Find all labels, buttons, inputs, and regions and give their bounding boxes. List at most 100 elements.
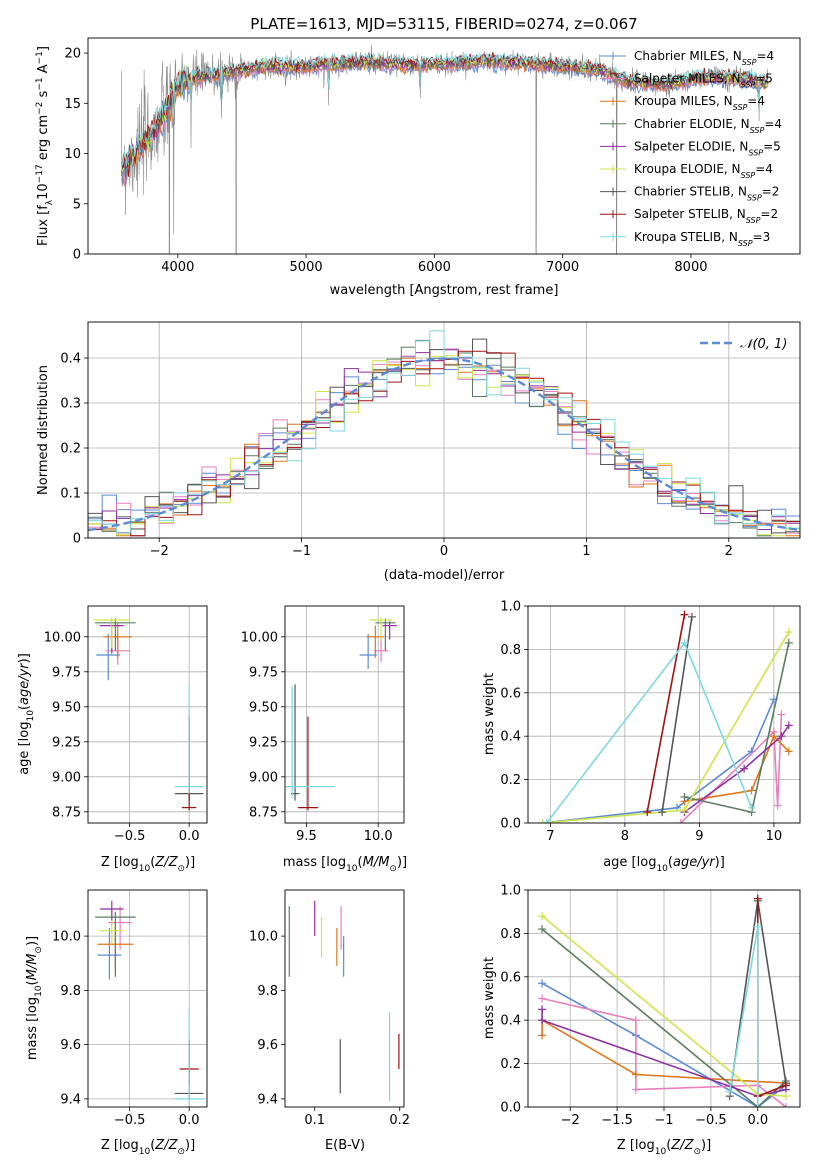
spectrum-y-label-part: A — [36, 64, 51, 77]
x-tick-label: 8 — [621, 829, 629, 844]
legend-label: Chabrier ELODIE, NSSP=4 — [634, 117, 782, 135]
mass-weight-vs-metallicity-plot — [538, 894, 790, 1107]
mass-weight-vs-metallicity-axes: −2 −1.5 −1 −0.5 0.0 0.0 0.2 0.4 0.6 0.8 1.0 — [500, 884, 800, 1128]
weight-line-chabrier-miles — [542, 698, 775, 823]
x-tick-label: 9 — [695, 829, 703, 844]
spectrum-y-label: Flux [fλ10−17 erg cm−2 s−1 A−1] — [35, 46, 55, 246]
figure-title: PLATE=1613, MJD=53115, FIBERID=0274, z=0… — [250, 15, 637, 33]
y-tick-label: 5 — [73, 197, 81, 212]
y-tick-label: 0.3 — [60, 397, 81, 412]
weight-line-salpeter-stelib — [646, 614, 686, 813]
mass-weight-vs-age-plot — [538, 610, 793, 823]
x-tick-label: 0.0 — [179, 829, 200, 844]
histogram-legend: 𝒩(0, 1) — [700, 337, 787, 352]
spectrum-x-label: wavelength [Angstrom, rest frame] — [330, 283, 559, 298]
x-tick-label: 0.2 — [389, 1113, 410, 1128]
age-vs-metallicity-x-label-part: 10 — [139, 864, 151, 874]
legend-label-main: Salpeter ELODIE, N — [634, 139, 748, 153]
age-vs-metallicity-x-label-part: Z [log — [101, 855, 139, 870]
x-tick-label: 10 — [766, 829, 783, 844]
mass-vs-ebv-x-label: E(B-V) — [325, 1138, 365, 1153]
y-tick-label: 9.4 — [60, 1092, 81, 1107]
age-vs-metallicity-y-label-part: 10 — [26, 710, 36, 722]
age-vs-metallicity-frame — [87, 605, 208, 824]
legend-label: 𝒩(0, 1) — [740, 337, 787, 352]
spectrum-y-label-part: −17 — [35, 164, 45, 183]
spectrum-y-label-part: ] — [36, 46, 51, 51]
legend-label-main: Salpeter STELIB, N — [634, 207, 746, 221]
mass-vs-metallicity-x-label-part: Z/Z — [154, 1138, 178, 1153]
y-tick-label: 0.4 — [60, 352, 81, 367]
mass-vs-metallicity-y-label-part: ⊙ — [34, 946, 44, 954]
x-tick-label: −1 — [654, 1113, 673, 1128]
age-vs-metallicity-x-label: Z [log10(Z/Z⊙)] — [101, 855, 195, 874]
y-tick-label: 9.50 — [52, 700, 81, 715]
y-tick-label: 0.6 — [500, 970, 521, 985]
x-tick-label: 2 — [725, 544, 733, 559]
y-tick-label: 9.75 — [52, 665, 81, 680]
y-tick-label: 9.75 — [249, 665, 278, 680]
y-tick-label: 0.0 — [500, 1101, 521, 1116]
legend-label: Salpeter ELODIE, NSSP=5 — [634, 139, 781, 157]
y-tick-label: 0.2 — [500, 773, 521, 788]
age-vs-metallicity-x-label-part: ( — [150, 855, 155, 870]
age-vs-metallicity-y-label-part: ( — [17, 705, 32, 710]
age-vs-mass-axes: 9.5 10.0 8.75 9.00 9.25 9.50 9.75 10.00 — [241, 606, 404, 844]
y-tick-label: 0.2 — [500, 1057, 521, 1072]
age-vs-metallicity-x-label-part: )] — [185, 855, 195, 870]
spectrum-y-label-part: 10 — [36, 183, 51, 200]
y-tick-label: 10 — [64, 147, 81, 162]
legend-label: Kroupa MILES, NSSP=4 — [634, 94, 765, 112]
y-tick-label: 9.00 — [52, 770, 81, 785]
x-tick-label: 9.5 — [296, 829, 317, 844]
mass-weight-vs-metallicity-x-label-part: ⊙ — [693, 1147, 701, 1157]
mass-vs-metallicity-frame — [87, 889, 208, 1108]
mass-vs-ebv-plot — [288, 900, 400, 1102]
legend-label-main: Kroupa STELIB, N — [634, 230, 738, 244]
mass-vs-metallicity-x-label-part: ⊙ — [177, 1147, 185, 1157]
age-vs-metallicity-y-label-part: age [log — [17, 722, 32, 775]
legend-label-main: Salpeter MILES, N — [634, 72, 741, 86]
x-tick-label: −0.5 — [695, 1113, 727, 1128]
legend-label: Salpeter STELIB, NSSP=2 — [634, 207, 778, 225]
y-tick-label: 0.0 — [500, 817, 521, 832]
mass-weight-vs-age-x-label-part: age [log — [603, 855, 656, 870]
age-vs-mass-x-label-part: mass [log — [283, 855, 346, 870]
legend-label-tail: =5 — [763, 139, 781, 153]
y-tick-label: 0 — [73, 532, 81, 547]
age-vs-metallicity-x-label-part: Z/Z — [154, 855, 178, 870]
age-vs-mass-x-label-part: ( — [358, 855, 363, 870]
x-tick-label: 7 — [546, 829, 554, 844]
y-tick-label: 10.00 — [44, 630, 81, 645]
y-tick-label: 20 — [64, 47, 81, 62]
mass-vs-metallicity-plot — [95, 900, 204, 1105]
y-tick-label: 1.0 — [500, 884, 521, 899]
mass-vs-metallicity-x-label-part: 10 — [139, 1147, 151, 1157]
mass-vs-metallicity-axes: −0.5 0.0 9.4 9.6 9.8 10.0 — [52, 890, 207, 1128]
mass-vs-metallicity-x-label: Z [log10(Z/Z⊙)] — [101, 1138, 195, 1157]
spectrum-y-label-part: −2 — [35, 102, 45, 115]
y-tick-label: 0.8 — [500, 927, 521, 942]
legend-label-sub: SSP — [742, 58, 757, 67]
x-tick-label: −2 — [150, 544, 169, 559]
mass-vs-ebv-frame — [284, 889, 405, 1108]
legend-label-main: Chabrier ELODIE, N — [634, 117, 750, 131]
weight-line-chabrier-elodie — [684, 642, 790, 814]
mass-weight-vs-metallicity-x-label-part: )] — [701, 1138, 711, 1153]
weight-line-salpeter-miles — [680, 714, 783, 823]
x-tick-label: 0 — [440, 544, 448, 559]
legend-label-tail: =3 — [753, 230, 771, 244]
mass-weight-vs-metallicity-y-label: mass weight — [482, 957, 497, 1039]
legend-label-sub: SSP — [741, 80, 756, 89]
y-tick-label: 9.6 — [257, 1038, 278, 1053]
x-tick-label: 4000 — [161, 260, 194, 275]
weight-line-kroupa-miles — [541, 1018, 786, 1084]
legend-label-sub: SSP — [741, 171, 756, 180]
mass-weight-vs-metallicity-x-label-part: Z/Z — [670, 1138, 694, 1153]
y-tick-label: 9.00 — [249, 770, 278, 785]
legend-label: Chabrier MILES, NSSP=4 — [634, 49, 774, 67]
mass-weight-vs-metallicity-frame — [527, 889, 801, 1108]
y-tick-label: 0.4 — [500, 1014, 521, 1029]
x-tick-label: −1.5 — [601, 1113, 633, 1128]
y-tick-label: 1.0 — [500, 600, 521, 615]
